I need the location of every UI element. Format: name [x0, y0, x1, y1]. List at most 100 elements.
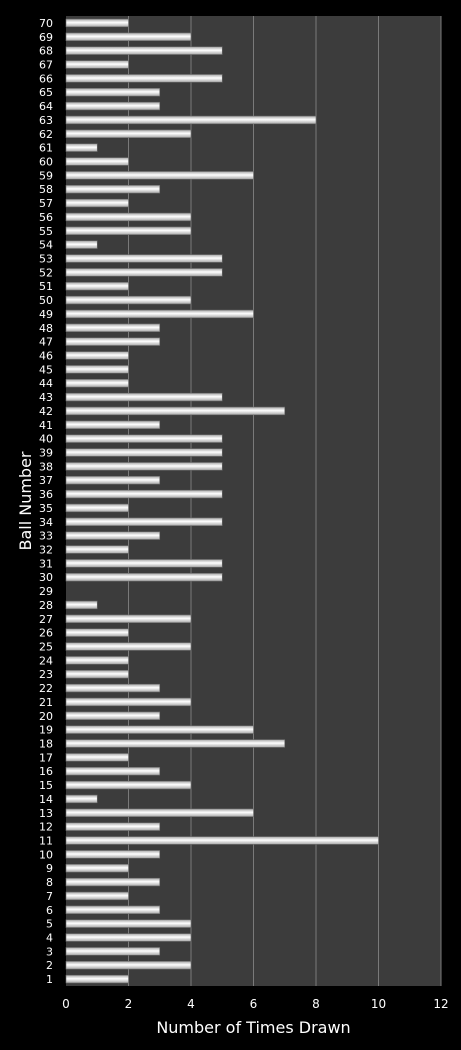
y-tick-label: 64 [39, 100, 53, 113]
y-tick-label: 12 [39, 821, 53, 834]
bar [65, 32, 192, 41]
y-tick-label: 17 [39, 751, 53, 764]
y-tick-label: 13 [39, 807, 53, 820]
x-tick-label: 6 [250, 997, 258, 1011]
x-tick-label: 0 [62, 997, 70, 1011]
y-tick-label: 7 [46, 890, 53, 903]
bar [65, 88, 161, 97]
bar [65, 891, 129, 901]
bar [65, 808, 254, 817]
y-tick-label: 34 [39, 516, 53, 529]
y-tick-label: 21 [39, 696, 53, 709]
bar [65, 185, 161, 194]
bar [65, 489, 223, 499]
bar [65, 434, 223, 443]
bar [65, 780, 192, 790]
y-tick-label: 35 [39, 502, 53, 515]
bar [65, 739, 286, 748]
bar [65, 573, 223, 582]
y-tick-label: 40 [39, 433, 53, 446]
y-tick-label: 45 [39, 363, 53, 376]
y-tick-label: 36 [39, 488, 53, 501]
x-tick-labels: 0 2 4 6 8 10 12 [62, 997, 448, 1011]
bar [65, 600, 98, 610]
y-tick-label: 60 [39, 156, 53, 169]
y-tick-label: 31 [39, 557, 53, 570]
y-tick-label: 66 [39, 72, 53, 85]
bar [65, 545, 129, 554]
y-tick-label: 4 [46, 932, 53, 945]
bar [65, 683, 161, 693]
y-tick-label: 44 [39, 377, 53, 390]
bar [65, 18, 129, 28]
x-tick-label: 10 [371, 997, 386, 1011]
y-tick-label: 29 [39, 585, 53, 598]
bar [65, 74, 223, 83]
y-tick-label: 22 [39, 682, 53, 695]
y-tick-label: 19 [39, 724, 53, 737]
y-tick-label: 27 [39, 613, 53, 626]
bar [65, 198, 129, 208]
bar [65, 254, 223, 263]
y-tick-label: 5 [46, 918, 53, 931]
y-tick-label: 55 [39, 225, 53, 238]
bar [65, 379, 129, 388]
y-tick-label: 58 [39, 183, 53, 196]
bar [65, 392, 223, 402]
y-tick-label: 23 [39, 668, 53, 681]
bar [65, 129, 192, 138]
y-tick-label: 69 [39, 31, 53, 44]
bars [65, 18, 379, 984]
x-axis-title: Number of Times Drawn [156, 1018, 350, 1037]
bar [65, 115, 317, 125]
y-tick-label: 24 [39, 654, 53, 667]
bar [65, 974, 129, 984]
y-tick-label: 65 [39, 86, 53, 99]
bar [65, 101, 161, 111]
bar [65, 725, 254, 734]
y-axis-title: Ball Number [16, 451, 35, 550]
x-tick-label: 2 [125, 997, 133, 1011]
bar [65, 767, 161, 776]
bar [65, 295, 192, 305]
bar [65, 420, 161, 429]
bar [65, 351, 129, 360]
bar [65, 670, 129, 679]
y-tick-label: 2 [46, 959, 53, 972]
y-tick-label: 39 [39, 447, 53, 460]
bar [65, 309, 254, 319]
y-tick-label: 8 [46, 876, 53, 889]
x-tick-label: 12 [433, 997, 448, 1011]
bar [65, 794, 98, 804]
bar [65, 212, 192, 222]
y-tick-label: 68 [39, 45, 53, 58]
y-tick-label: 49 [39, 308, 53, 321]
x-tick-label: 4 [187, 997, 195, 1011]
y-tick-label: 63 [39, 114, 53, 127]
y-tick-label: 3 [46, 945, 53, 958]
y-tick-labels: 1234567891011121314151617181920212223242… [39, 17, 53, 986]
y-tick-label: 16 [39, 765, 53, 778]
bar [65, 240, 98, 249]
bar [65, 697, 192, 707]
y-tick-label: 48 [39, 322, 53, 335]
bar [65, 365, 129, 374]
bar [65, 476, 161, 485]
bar [65, 711, 161, 720]
bar [65, 157, 129, 166]
bar [65, 337, 161, 346]
y-tick-label: 28 [39, 599, 53, 612]
y-tick-label: 9 [46, 862, 53, 875]
y-tick-label: 42 [39, 405, 53, 418]
bar [65, 559, 223, 568]
y-tick-label: 54 [39, 239, 53, 252]
bar [65, 933, 192, 942]
y-tick-label: 15 [39, 779, 53, 792]
bar [65, 919, 192, 928]
bar [65, 642, 192, 651]
bar [65, 531, 161, 540]
y-tick-label: 33 [39, 530, 53, 543]
bar [65, 877, 161, 887]
y-tick-label: 1 [46, 973, 53, 986]
